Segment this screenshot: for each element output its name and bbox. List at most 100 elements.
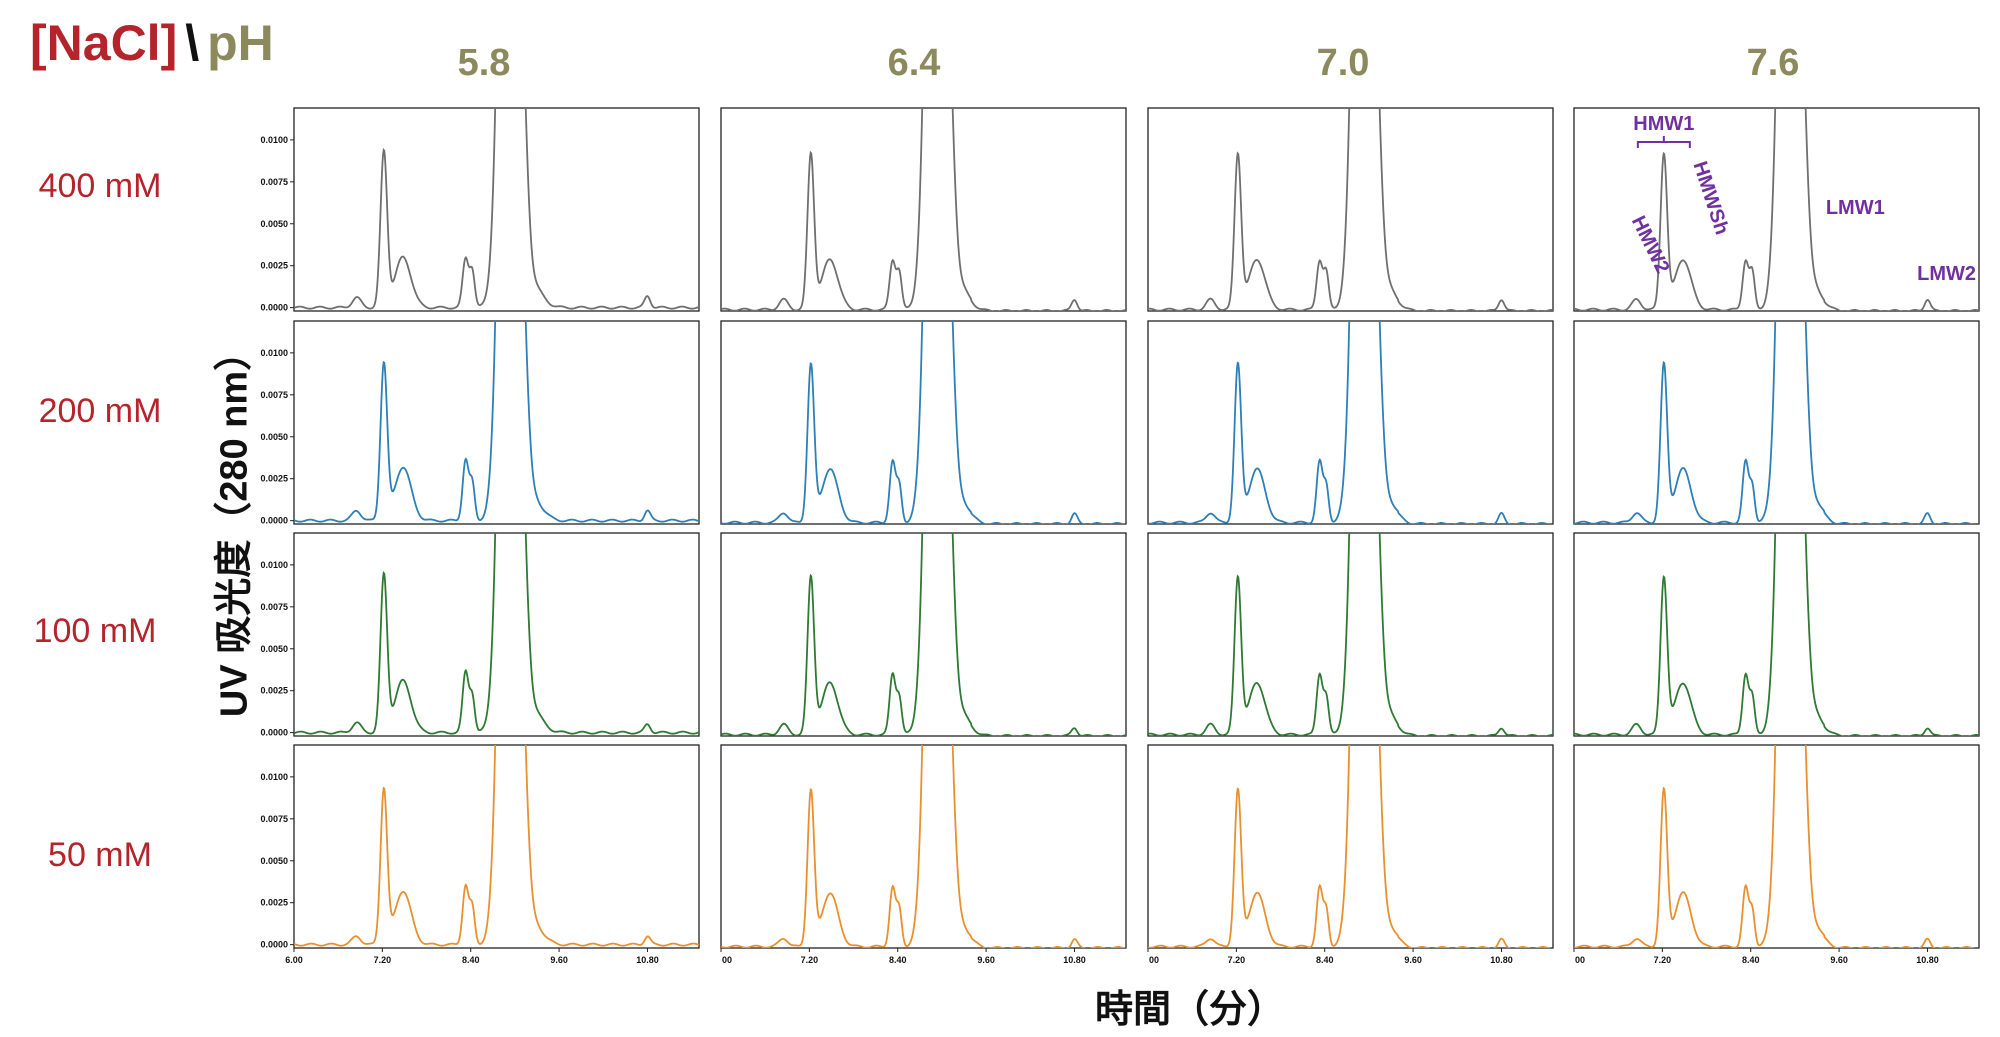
y-tick-label: 0.0100 bbox=[260, 772, 288, 782]
panel-frame bbox=[293, 744, 700, 949]
chart-panel-r2-c2 bbox=[1147, 532, 1554, 737]
chromatogram-line bbox=[721, 533, 1126, 736]
y-tick-label: 0.0100 bbox=[260, 348, 288, 358]
y-tick-label: 0.0075 bbox=[260, 814, 288, 824]
y-tick-label: 0.0025 bbox=[260, 898, 288, 908]
x-tick-label: 6.00 bbox=[285, 955, 303, 965]
chart-panel-r3-c0: 0.0000 0.0025 0.0050 0.0075 0.0100 6.00 7.20 8.… bbox=[260, 744, 700, 965]
ph-label-0: 5.8 bbox=[457, 42, 511, 84]
ph-label-2: 7.0 bbox=[1316, 42, 1370, 84]
nacl-label-2: 100 mM bbox=[33, 612, 157, 650]
x-tick-label: 7.20 bbox=[374, 955, 392, 965]
y-tick-label: 0.0075 bbox=[260, 177, 288, 187]
y-tick-label: 0.0025 bbox=[260, 686, 288, 696]
chart-panel-r0-c1 bbox=[720, 107, 1127, 312]
y-tick-label: 0.0100 bbox=[260, 135, 288, 145]
panel-frame bbox=[1147, 532, 1554, 737]
chart-panel-r1-c0: 0.0000 0.0025 0.0050 0.0075 0.0100 bbox=[260, 320, 700, 526]
chart-panel-r3-c3: 00 7.20 8.40 9.60 10.80 bbox=[1573, 744, 1980, 965]
x-tick-label: 9.60 bbox=[550, 955, 568, 965]
nacl-label-1: 200 mM bbox=[38, 392, 162, 430]
y-tick-label: 0.0075 bbox=[260, 390, 288, 400]
header-separator: \ bbox=[185, 15, 200, 71]
x-tick-label: 00 bbox=[722, 955, 732, 965]
y-tick-label: 0.0100 bbox=[260, 560, 288, 570]
nacl-header: [NaCl] bbox=[30, 15, 178, 71]
chart-panel-r3-c1: 00 7.20 8.40 9.60 10.80 bbox=[720, 744, 1127, 965]
x-tick-label: 9.60 bbox=[1830, 955, 1848, 965]
panel-frame bbox=[1147, 320, 1554, 525]
chromatogram-line bbox=[294, 321, 699, 523]
x-tick-label: 7.20 bbox=[801, 955, 819, 965]
ph-label-1: 6.4 bbox=[887, 42, 941, 84]
panel-frame bbox=[1573, 744, 1980, 949]
chart-panel-r2-c0: 0.0000 0.0025 0.0050 0.0075 0.0100 bbox=[260, 532, 700, 738]
y-tick-label: 0.0050 bbox=[260, 856, 288, 866]
x-tick-label: 10.80 bbox=[1916, 955, 1939, 965]
chromatogram-line bbox=[1574, 321, 1979, 524]
chart-panel-r0-c0: 0.0000 0.0025 0.0050 0.0075 0.0100 bbox=[260, 107, 700, 313]
chromatogram-line bbox=[294, 745, 699, 947]
y-tick-label: 0.0000 bbox=[260, 728, 288, 738]
annotation-lmw1: LMW1 bbox=[1826, 197, 1885, 219]
chart-panel-r1-c1 bbox=[720, 320, 1127, 525]
y-tick-label: 0.0075 bbox=[260, 602, 288, 612]
chromatogram-line bbox=[721, 321, 1126, 524]
y-tick-label: 0.0000 bbox=[260, 940, 288, 950]
chromatogram-line bbox=[721, 108, 1126, 311]
panel-frame bbox=[720, 532, 1127, 737]
ph-header: pH bbox=[207, 15, 274, 71]
chart-panel-r0-c2 bbox=[1147, 107, 1554, 312]
x-tick-label: 10.80 bbox=[636, 955, 659, 965]
y-tick-label: 0.0050 bbox=[260, 432, 288, 442]
chromatogram-line bbox=[1574, 108, 1979, 311]
x-tick-label: 00 bbox=[1149, 955, 1159, 965]
chromatogram-line bbox=[1148, 321, 1551, 524]
chromatogram-line bbox=[1574, 745, 1979, 948]
x-tick-label: 9.60 bbox=[977, 955, 995, 965]
panel-frame bbox=[293, 532, 700, 737]
x-tick-label: 00 bbox=[1575, 955, 1585, 965]
x-tick-label: 9.60 bbox=[1404, 955, 1422, 965]
x-tick-label: 10.80 bbox=[1063, 955, 1086, 965]
annotation-hmw1: HMW1 bbox=[1633, 113, 1694, 135]
annotation-lmw2: LMW2 bbox=[1917, 263, 1976, 285]
x-tick-label: 7.20 bbox=[1228, 955, 1246, 965]
chart-panel-r3-c2: 00 7.20 8.40 9.60 10.80 bbox=[1147, 744, 1554, 965]
panel-frame bbox=[1573, 532, 1980, 737]
panel-frame bbox=[720, 320, 1127, 525]
chart-panel-r1-c2 bbox=[1147, 320, 1554, 525]
table-header: [NaCl] \ pH bbox=[30, 18, 274, 68]
panel-frame bbox=[1147, 107, 1554, 312]
y-tick-label: 0.0025 bbox=[260, 474, 288, 484]
x-tick-label: 8.40 bbox=[1742, 955, 1760, 965]
x-tick-label: 8.40 bbox=[889, 955, 907, 965]
y-tick-label: 0.0000 bbox=[260, 303, 288, 313]
ph-label-3: 7.6 bbox=[1746, 42, 1800, 84]
x-tick-label: 7.20 bbox=[1654, 955, 1672, 965]
chromatogram-line bbox=[294, 108, 699, 310]
panel-frame bbox=[1573, 320, 1980, 525]
panel-frame bbox=[293, 107, 700, 312]
y-tick-label: 0.0000 bbox=[260, 516, 288, 526]
chromatogram-line bbox=[1574, 533, 1979, 736]
x-tick-label: 10.80 bbox=[1490, 955, 1513, 965]
hmw1-bracket bbox=[1636, 136, 1691, 148]
chromatogram-line bbox=[1148, 108, 1553, 311]
y-tick-label: 0.0050 bbox=[260, 644, 288, 654]
x-tick-label: 8.40 bbox=[1316, 955, 1334, 965]
nacl-label-0: 400 mM bbox=[38, 167, 162, 205]
panel-frame bbox=[720, 107, 1127, 312]
chromatogram-line bbox=[294, 533, 699, 735]
chart-panel-r2-c3 bbox=[1573, 532, 1980, 737]
chromatogram-line bbox=[721, 745, 1126, 948]
y-tick-label: 0.0050 bbox=[260, 219, 288, 229]
chromatogram-line bbox=[1148, 533, 1553, 736]
x-axis-label: 時間（分） bbox=[1094, 989, 1285, 1031]
chart-panel-r1-c3 bbox=[1573, 320, 1980, 525]
y-tick-label: 0.0025 bbox=[260, 261, 288, 271]
panel-frame bbox=[1147, 744, 1554, 949]
chromatogram-line bbox=[1148, 745, 1552, 948]
